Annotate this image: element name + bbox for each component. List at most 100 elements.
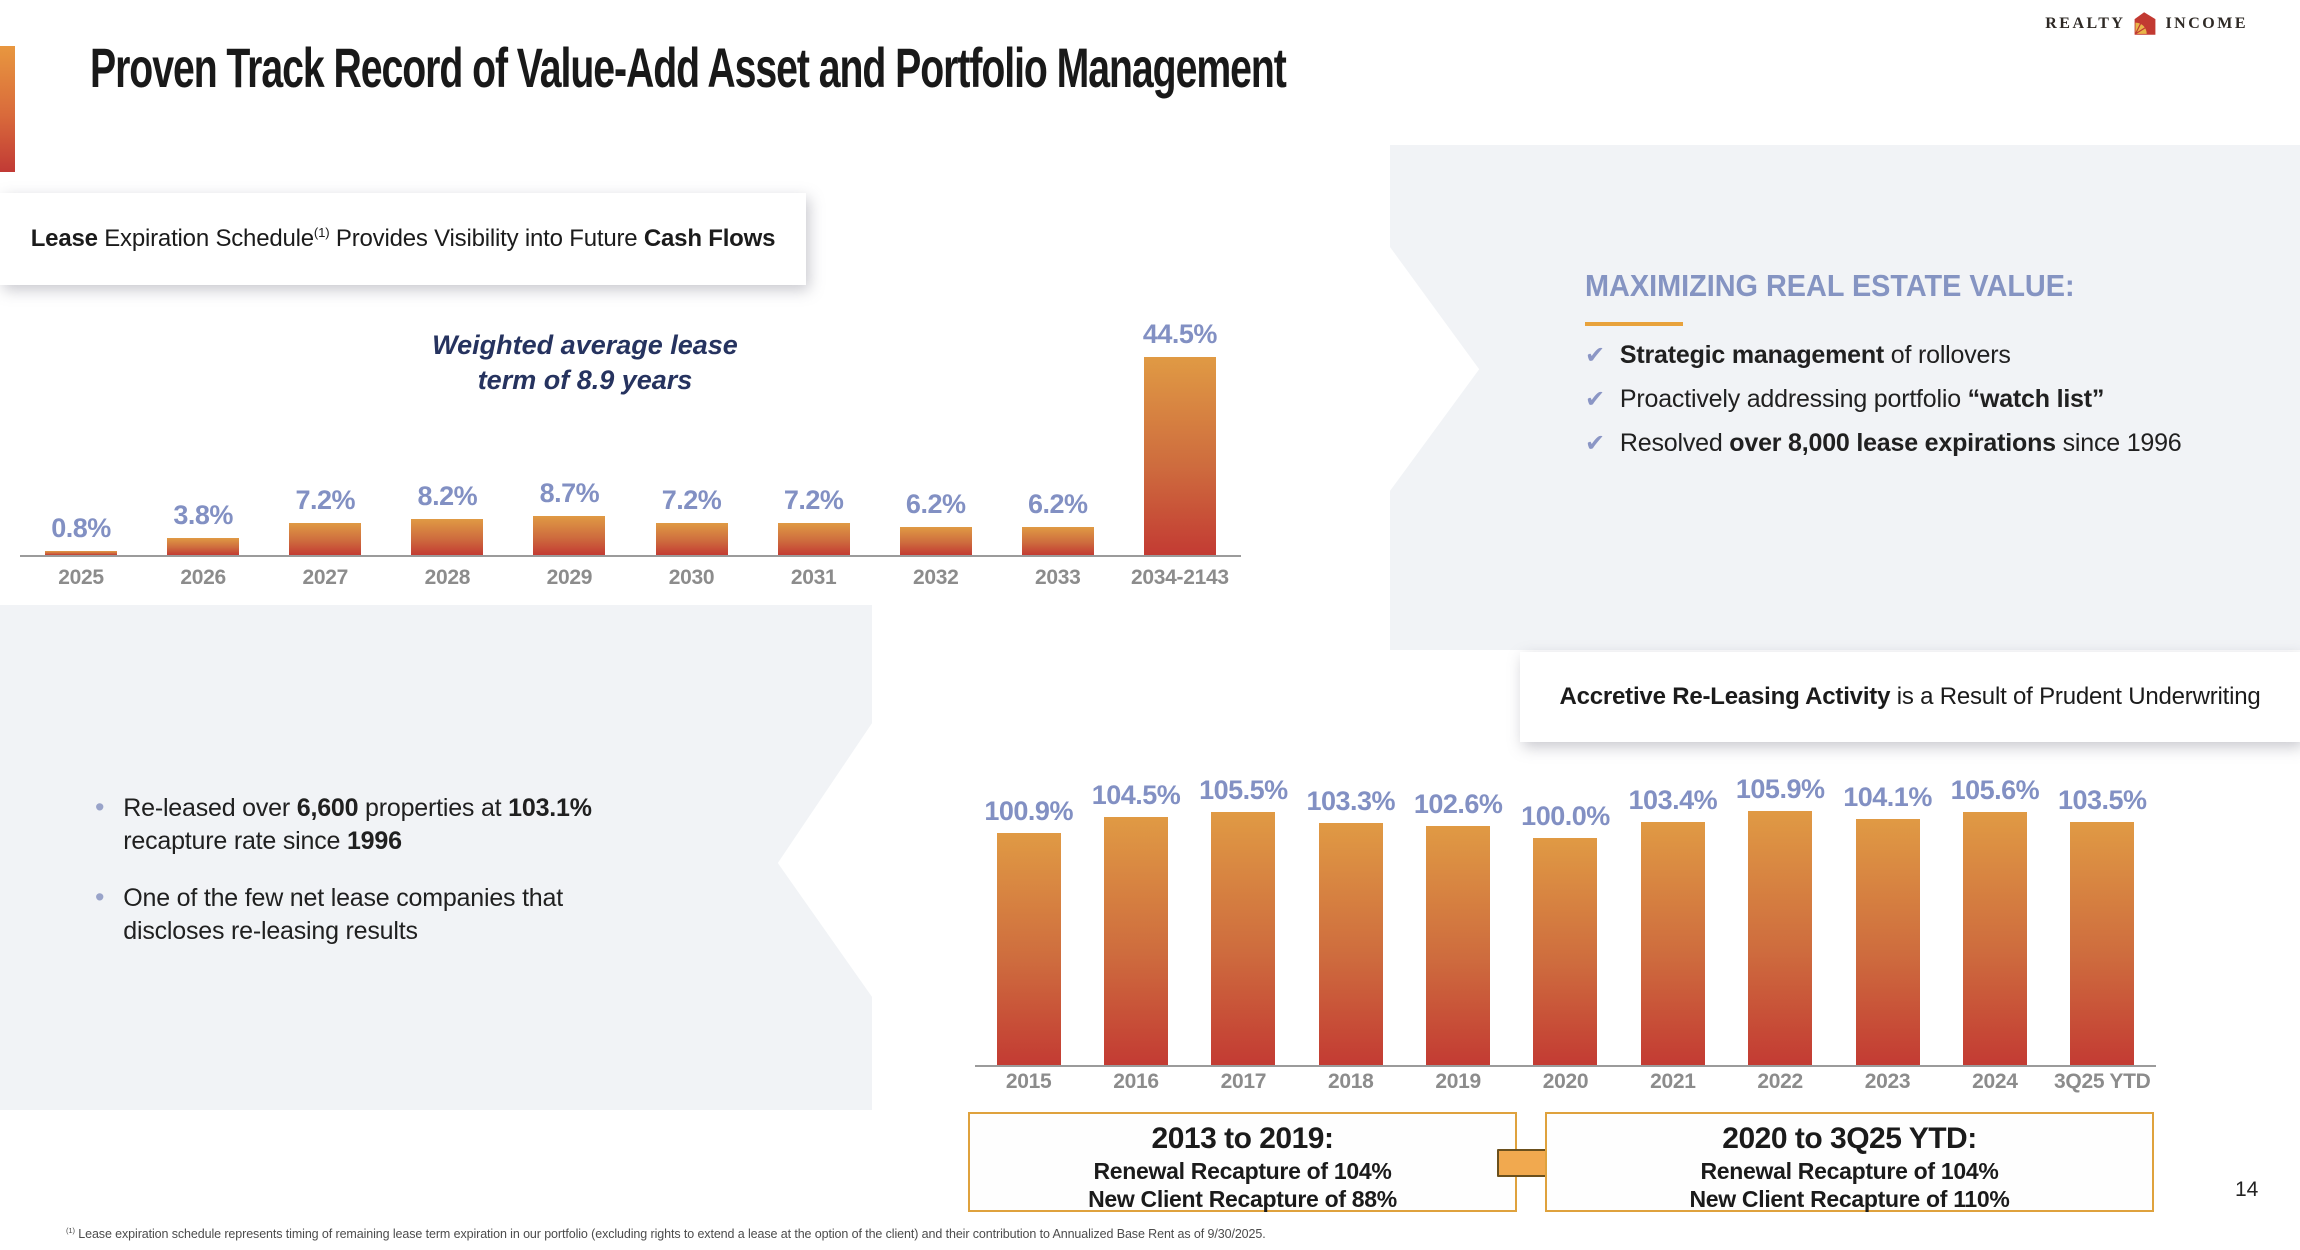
bar-category-label: 2019 bbox=[1435, 1070, 1481, 1093]
bar-value-label: 7.2% bbox=[295, 484, 356, 515]
bar-category-label: 2022 bbox=[1757, 1070, 1803, 1093]
bar bbox=[1104, 817, 1169, 1065]
bar-category-label: 2021 bbox=[1650, 1070, 1696, 1093]
lease-expiration-header-text: Lease Expiration Schedule(1) Provides Vi… bbox=[30, 225, 776, 252]
bullet-icon: • bbox=[95, 792, 105, 822]
bullet-icon: • bbox=[95, 882, 105, 912]
bar-column: 100.0% 2020 bbox=[1512, 760, 1619, 1100]
bar-category-label: 2018 bbox=[1327, 1070, 1374, 1093]
bar bbox=[533, 516, 606, 555]
bar-column: 8.7% 2029 bbox=[508, 300, 630, 600]
check-icon: ✔ bbox=[1585, 430, 1605, 457]
bar-column: 0.8% 2025 bbox=[20, 300, 142, 600]
bar-category-label: 2031 bbox=[790, 566, 837, 589]
bar bbox=[899, 527, 972, 555]
bar bbox=[1748, 810, 1813, 1065]
bar bbox=[1426, 825, 1491, 1065]
bar-column: 7.2% 2027 bbox=[264, 300, 386, 600]
bar-category-label: 2020 bbox=[1542, 1070, 1589, 1093]
bar-category-label: 2016 bbox=[1113, 1070, 1159, 1093]
bar-column: 103.5% 3Q25 YTD bbox=[2049, 760, 2156, 1100]
summary-box-2020-3q25: 2020 to 3Q25 YTD: Renewal Recapture of 1… bbox=[1545, 1112, 2154, 1212]
bar-value-label: 7.2% bbox=[783, 484, 844, 515]
bar-category-label: 2023 bbox=[1864, 1070, 1911, 1093]
bar-value-label: 6.2% bbox=[905, 489, 966, 520]
maximizing-heading: MAXIMIZING REAL ESTATE VALUE: bbox=[1585, 268, 2075, 303]
summary-box-title: 2013 to 2019: bbox=[1151, 1122, 1334, 1155]
bar-category-label: 2032 bbox=[912, 566, 959, 589]
bar-value-label: 7.2% bbox=[661, 484, 722, 515]
releasing-bullets: • Re-leased over 6,600 properties at 103… bbox=[95, 792, 635, 972]
bar-category-label: 3Q25 YTD bbox=[2054, 1070, 2151, 1093]
bar-category-label: 2033 bbox=[1035, 566, 1081, 589]
checklist-item: ✔ Proactively addressing portfolio “watc… bbox=[1585, 385, 2265, 414]
checklist-item-text: Proactively addressing portfolio “watch … bbox=[1619, 385, 2105, 413]
bar bbox=[289, 522, 362, 555]
bar-value-label: 105.5% bbox=[1199, 775, 1288, 806]
bar-column: 105.9% 2022 bbox=[1727, 760, 1834, 1100]
bar bbox=[1211, 812, 1276, 1065]
summary-box-title: 2020 to 3Q25 YTD: bbox=[1722, 1122, 1977, 1155]
bar-column: 103.3% 2018 bbox=[1297, 760, 1404, 1100]
page-number: 14 bbox=[2235, 1178, 2259, 1201]
checklist-item: ✔ Strategic management of rollovers bbox=[1585, 341, 2265, 370]
lease-expiration-chart: 0.8% 2025 3.8% 2026 7.2% 2027 8.2% 2028 8.7% 2029… bbox=[20, 300, 1241, 600]
bar-column: 100.9% 2015 bbox=[975, 760, 1082, 1100]
bar-value-label: 0.8% bbox=[51, 513, 111, 544]
weighted-average-lease-annotation: Weighted average lease term of 8.9 years bbox=[432, 330, 738, 396]
bar bbox=[45, 551, 118, 555]
footnote: (1) Lease expiration schedule represents… bbox=[66, 1226, 1266, 1242]
bar-category-label: 2017 bbox=[1220, 1070, 1267, 1093]
bar bbox=[996, 833, 1061, 1065]
bar bbox=[1962, 812, 2027, 1065]
x-axis-line bbox=[20, 555, 1241, 557]
bar-column: 6.2% 2032 bbox=[875, 300, 997, 600]
bullet-text: Re-leased over 6,600 properties at 103.1… bbox=[123, 794, 592, 855]
bar-column: 6.2% 2033 bbox=[997, 300, 1119, 600]
accretive-releasing-header: Accretive Re-Leasing Activity is a Resul… bbox=[1520, 652, 2300, 742]
summary-box-line: New Client Recapture of 88% bbox=[1088, 1186, 1397, 1212]
bar-category-label: 2030 bbox=[668, 566, 715, 589]
checklist-item-text: Strategic management of rollovers bbox=[1619, 341, 2011, 369]
maximizing-panel-background bbox=[1390, 145, 2300, 650]
realty-income-logo: REALTY INCOME bbox=[2045, 10, 2248, 37]
bar-value-label: 103.4% bbox=[1628, 785, 1718, 816]
logo-realty-text: REALTY bbox=[2045, 14, 2126, 32]
bar-value-label: 3.8% bbox=[173, 500, 233, 531]
bar-value-label: 44.5% bbox=[1142, 318, 1218, 349]
page-title: Proven Track Record of Value-Add Asset a… bbox=[90, 36, 1287, 99]
bar-column: 104.1% 2023 bbox=[1834, 760, 1941, 1100]
bar-category-label: 2015 bbox=[1005, 1070, 1052, 1093]
logo-house-icon bbox=[2135, 12, 2156, 35]
checklist-item-text: Resolved over 8,000 lease expirations si… bbox=[1619, 429, 2182, 457]
bar bbox=[1533, 837, 1598, 1065]
bar-column: 102.6% 2019 bbox=[1404, 760, 1511, 1100]
bar-column: 105.6% 2024 bbox=[1941, 760, 2048, 1100]
bar bbox=[777, 522, 850, 555]
bar-category-label: 2025 bbox=[58, 566, 104, 589]
bar-category-label: 2028 bbox=[424, 566, 471, 589]
bullet-text: One of the few net lease companies that … bbox=[123, 884, 563, 945]
bar bbox=[2070, 821, 2135, 1065]
check-icon: ✔ bbox=[1585, 342, 1605, 369]
bar-value-label: 100.0% bbox=[1521, 800, 1610, 831]
bar bbox=[1640, 822, 1705, 1065]
title-accent-bar bbox=[0, 46, 15, 172]
summary-box-line: Renewal Recapture of 104% bbox=[1700, 1158, 1999, 1184]
bar-column: 8.2% 2028 bbox=[386, 300, 508, 600]
bar-value-label: 100.9% bbox=[984, 796, 1073, 827]
bar-category-label: 2034-2143 bbox=[1131, 566, 1229, 589]
maximizing-section: MAXIMIZING REAL ESTATE VALUE: ✔ Strategi… bbox=[1585, 268, 2265, 458]
bar-value-label: 8.2% bbox=[417, 480, 478, 511]
bar-value-label: 105.9% bbox=[1735, 773, 1825, 804]
bar-category-label: 2024 bbox=[1972, 1070, 2018, 1093]
bar-value-label: 8.7% bbox=[539, 478, 600, 509]
bar-value-label: 105.6% bbox=[1950, 775, 2040, 806]
bar bbox=[1318, 822, 1383, 1065]
accretive-releasing-header-text: Accretive Re-Leasing Activity is a Resul… bbox=[1559, 683, 2261, 710]
bar-column: 7.2% 2031 bbox=[753, 300, 875, 600]
bar bbox=[655, 522, 728, 555]
bar-category-label: 2029 bbox=[546, 566, 593, 589]
bar-value-label: 104.5% bbox=[1091, 780, 1181, 811]
